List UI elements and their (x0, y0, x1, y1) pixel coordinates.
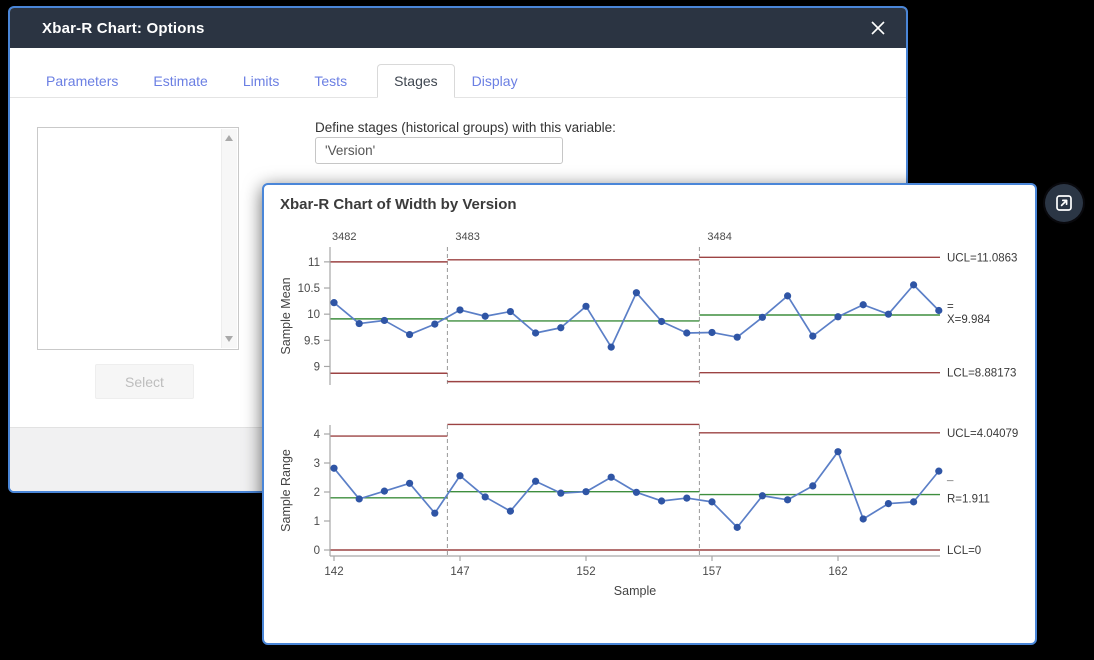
tab-estimate[interactable]: Estimate (153, 73, 208, 89)
svg-text:142: 142 (324, 566, 343, 578)
select-button[interactable]: Select (95, 364, 194, 399)
svg-text:11: 11 (308, 257, 320, 269)
expand-button[interactable] (1045, 184, 1083, 222)
svg-text:X=9.984: X=9.984 (947, 314, 991, 326)
svg-text:¯: ¯ (946, 481, 954, 493)
svg-text:UCL=4.04079: UCL=4.04079 (947, 428, 1018, 440)
dialog-title: Xbar-R Chart: Options (42, 19, 205, 37)
svg-text:Sample Range: Sample Range (279, 449, 293, 532)
close-icon (871, 21, 885, 35)
tab-tests[interactable]: Tests (314, 73, 348, 89)
svg-text:=: = (947, 301, 954, 313)
svg-text:10.5: 10.5 (298, 283, 320, 295)
tab-bar: Parameters Estimate Limits Tests Stages … (10, 48, 906, 98)
svg-text:152: 152 (576, 566, 595, 578)
listbox-scrollbar[interactable] (221, 129, 237, 348)
svg-text:9.5: 9.5 (304, 335, 320, 347)
svg-text:UCL=11.0863: UCL=11.0863 (947, 252, 1017, 264)
stage-variable-label: Define stages (historical groups) with t… (315, 120, 616, 135)
svg-text:9: 9 (314, 361, 320, 373)
svg-text:157: 157 (702, 566, 721, 578)
stage-variable-input[interactable] (315, 137, 563, 164)
variable-listbox[interactable] (37, 127, 239, 350)
svg-text:10: 10 (307, 309, 320, 321)
open-in-new-window-icon (1056, 195, 1072, 211)
svg-text:162: 162 (828, 566, 847, 578)
svg-text:4: 4 (314, 429, 321, 441)
svg-text:LCL=8.88173: LCL=8.88173 (947, 368, 1016, 380)
chart-window: Xbar-R Chart of Width by Version 9 9.5 10 1… (262, 183, 1037, 645)
tab-parameters[interactable]: Parameters (46, 73, 119, 89)
svg-text:2: 2 (314, 487, 320, 499)
close-button[interactable] (864, 14, 892, 42)
svg-text:Sample: Sample (614, 584, 656, 598)
tab-limits[interactable]: Limits (242, 73, 280, 89)
svg-text:0: 0 (314, 545, 320, 557)
dialog-titlebar: Xbar-R Chart: Options (10, 8, 906, 48)
svg-text:147: 147 (450, 566, 469, 578)
svg-text:LCL=0: LCL=0 (947, 545, 981, 557)
scroll-up-icon[interactable] (225, 135, 233, 141)
chart-title: Xbar-R Chart of Width by Version (280, 196, 517, 213)
scroll-down-icon[interactable] (225, 336, 233, 342)
svg-text:3484: 3484 (707, 231, 731, 243)
svg-text:1: 1 (314, 516, 320, 528)
svg-text:R=1.911: R=1.911 (947, 494, 990, 506)
tab-display[interactable]: Display (471, 73, 518, 89)
svg-text:3482: 3482 (332, 231, 356, 243)
tab-stages[interactable]: Stages (377, 64, 455, 98)
svg-text:3: 3 (314, 458, 320, 470)
svg-text:Sample Mean: Sample Mean (279, 277, 293, 354)
svg-text:3483: 3483 (455, 231, 479, 243)
